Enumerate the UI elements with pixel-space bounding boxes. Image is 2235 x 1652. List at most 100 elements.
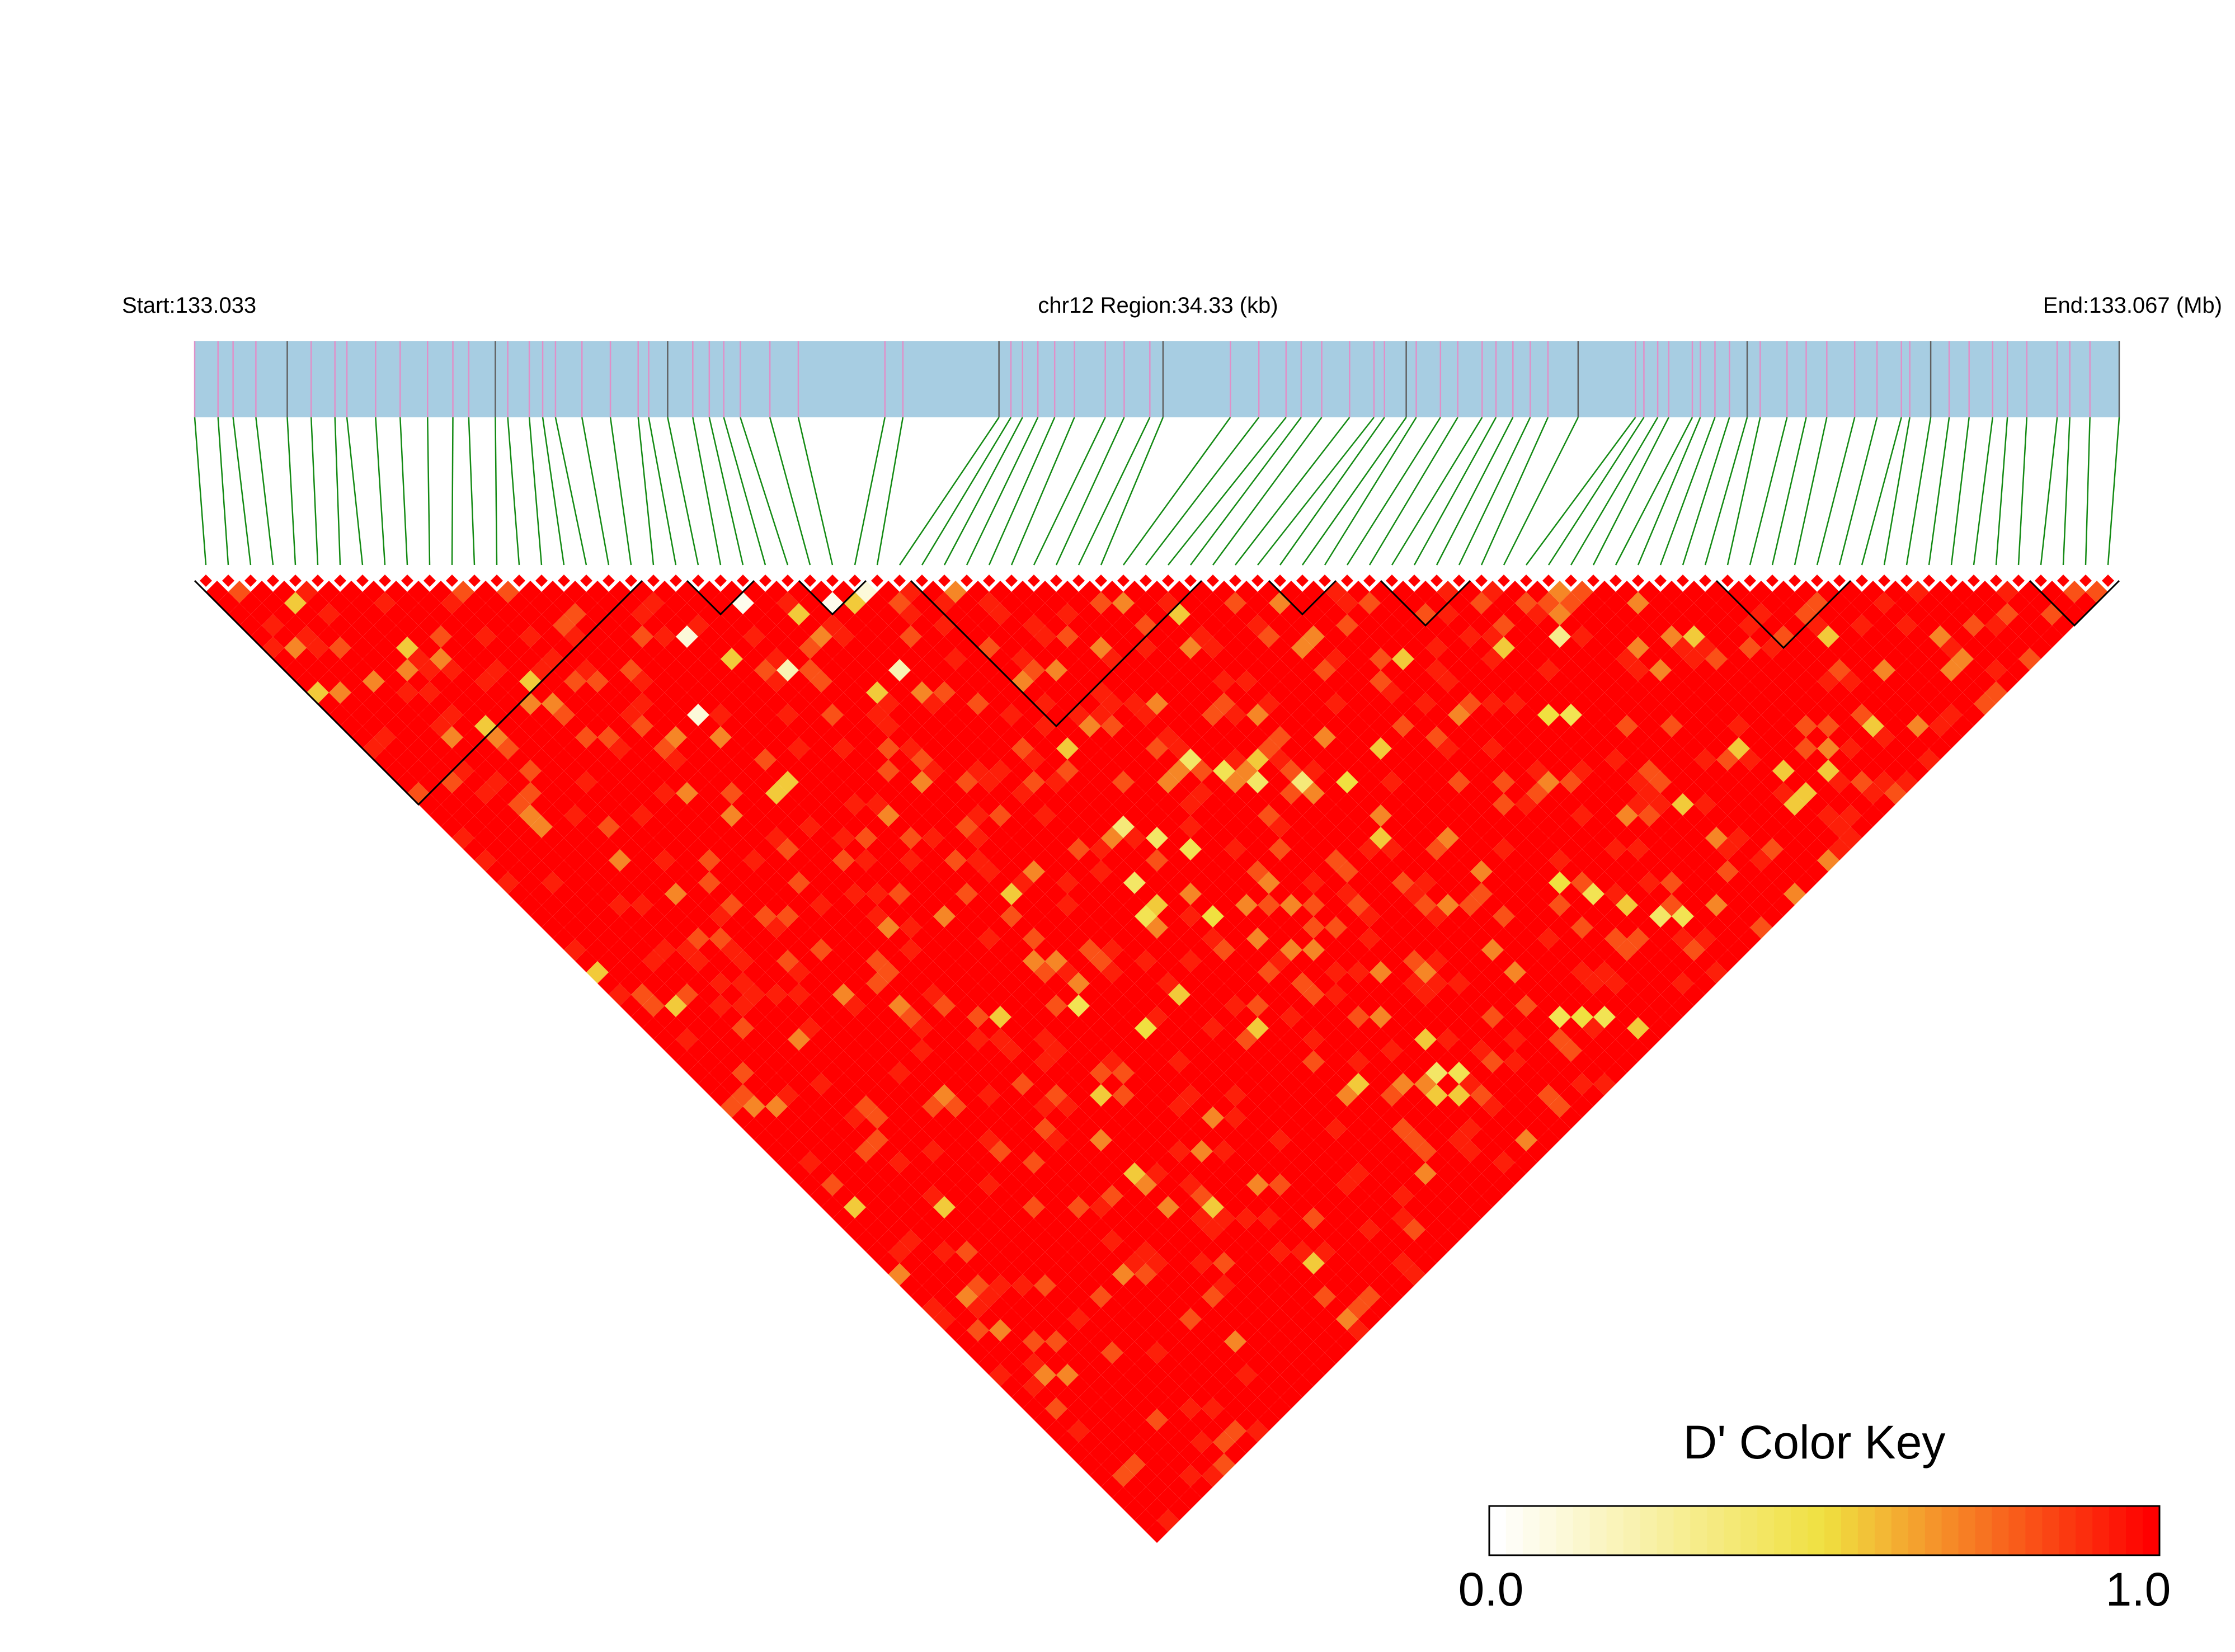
haplotype-block-outline <box>686 580 755 616</box>
snp-marker <box>312 575 324 587</box>
snp-connector <box>1077 417 1151 566</box>
snp-ticks <box>194 341 2120 417</box>
snp-connector <box>468 417 476 566</box>
snp-marker <box>916 575 928 587</box>
snp-marker <box>1744 575 1756 587</box>
color-key-step <box>1573 1506 1591 1555</box>
snp-marker <box>244 575 257 587</box>
snp-connector <box>637 417 655 566</box>
snp-connector <box>2062 417 2071 566</box>
snp-marker <box>1990 575 2002 587</box>
snp-connector <box>1413 417 1497 566</box>
snp-connector <box>1346 417 1441 566</box>
color-key-step <box>1774 1506 1791 1555</box>
color-key-max-label: 1.0 <box>2106 1563 2171 1616</box>
region-title: chr12 Region:34.33 (kb) <box>1038 293 1278 318</box>
snp-connector <box>1570 417 1659 566</box>
snp-marker <box>580 575 592 587</box>
snp-marker <box>1587 575 1599 587</box>
snp-connector <box>346 417 364 566</box>
snp-marker <box>1654 575 1667 587</box>
snp-marker <box>1431 575 1443 587</box>
snp-marker <box>1453 575 1465 587</box>
snp-connector <box>1771 417 1807 566</box>
snp-marker <box>1968 575 1980 587</box>
snp-connector <box>1883 417 1911 566</box>
snp-connector <box>542 417 565 566</box>
color-key-step <box>1589 1506 1607 1555</box>
snp-connector <box>375 417 386 566</box>
color-key-step <box>2042 1506 2059 1555</box>
snp-connector <box>1391 417 1483 566</box>
snp-connector <box>1838 417 1878 566</box>
haplotype-block-outline <box>2029 580 2120 627</box>
snp-connector <box>1682 417 1730 566</box>
snp-connector <box>310 417 319 566</box>
snp-marker <box>1632 575 1644 587</box>
snp-marker <box>1900 575 1913 587</box>
snp-connector <box>2085 417 2091 566</box>
color-key-step <box>2109 1506 2126 1555</box>
snp-marker <box>1520 575 1532 587</box>
snp-marker <box>804 575 816 587</box>
snp-connector <box>1368 417 1458 566</box>
snp-marker <box>1207 575 1219 587</box>
color-key-step <box>2092 1506 2110 1555</box>
snp-connector <box>966 417 1039 566</box>
snp-connector <box>1615 417 1693 566</box>
haplotype-block-outline <box>194 580 643 806</box>
snp-connector <box>943 417 1023 566</box>
color-key-step <box>1975 1506 1993 1555</box>
snp-marker <box>961 575 973 587</box>
snp-marker <box>1229 575 1241 587</box>
color-key-step <box>1539 1506 1557 1555</box>
snp-connector <box>1816 417 1856 566</box>
snp-marker <box>1028 575 1040 587</box>
snp-marker <box>1408 575 1420 587</box>
snp-marker <box>1005 575 1018 587</box>
snp-marker <box>1565 575 1577 587</box>
snp-connector <box>1458 417 1531 566</box>
snp-connector <box>1905 417 1932 566</box>
snp-marker <box>670 575 682 587</box>
color-key-step <box>1657 1506 1674 1555</box>
snp-connector <box>399 417 408 566</box>
region-end-label: End:133.067 (Mb) <box>2043 293 2222 318</box>
color-key-step <box>1707 1506 1724 1555</box>
snp-marker <box>446 575 458 587</box>
snp-marker <box>1274 575 1286 587</box>
snp-connector <box>1324 417 1417 566</box>
snp-marker <box>1251 575 1264 587</box>
snp-marker <box>1162 575 1174 587</box>
snp-connector <box>1547 417 1645 566</box>
snp-connector <box>1480 417 1549 566</box>
snp-marker <box>782 575 794 587</box>
snp-connector <box>495 417 498 566</box>
snp-connector <box>1212 417 1323 566</box>
snp-connector <box>2017 417 2028 566</box>
snp-marker <box>513 575 525 587</box>
snp-connector <box>1168 417 1287 566</box>
snp-marker <box>1811 575 1823 587</box>
snp-marker <box>1699 575 1711 587</box>
snp-marker <box>535 575 548 587</box>
snp-connector <box>286 417 297 566</box>
snp-marker <box>379 575 391 587</box>
snp-marker <box>200 575 212 587</box>
snp-marker <box>647 575 660 587</box>
color-key-step <box>1857 1506 1875 1555</box>
haplotype-block-outline <box>798 580 867 616</box>
color-key-step <box>1874 1506 1892 1555</box>
snp-connector <box>1189 417 1302 566</box>
color-key-step <box>1606 1506 1624 1555</box>
color-key-step <box>1640 1506 1658 1555</box>
color-key-step <box>1522 1506 1540 1555</box>
snp-marker <box>1386 575 1398 587</box>
snp-connector <box>1503 417 1579 566</box>
snp-connector <box>1861 417 1902 566</box>
snp-markers <box>200 575 2114 587</box>
color-key-step <box>1992 1506 2010 1555</box>
snp-marker <box>983 575 995 587</box>
snp-connector <box>692 417 722 566</box>
